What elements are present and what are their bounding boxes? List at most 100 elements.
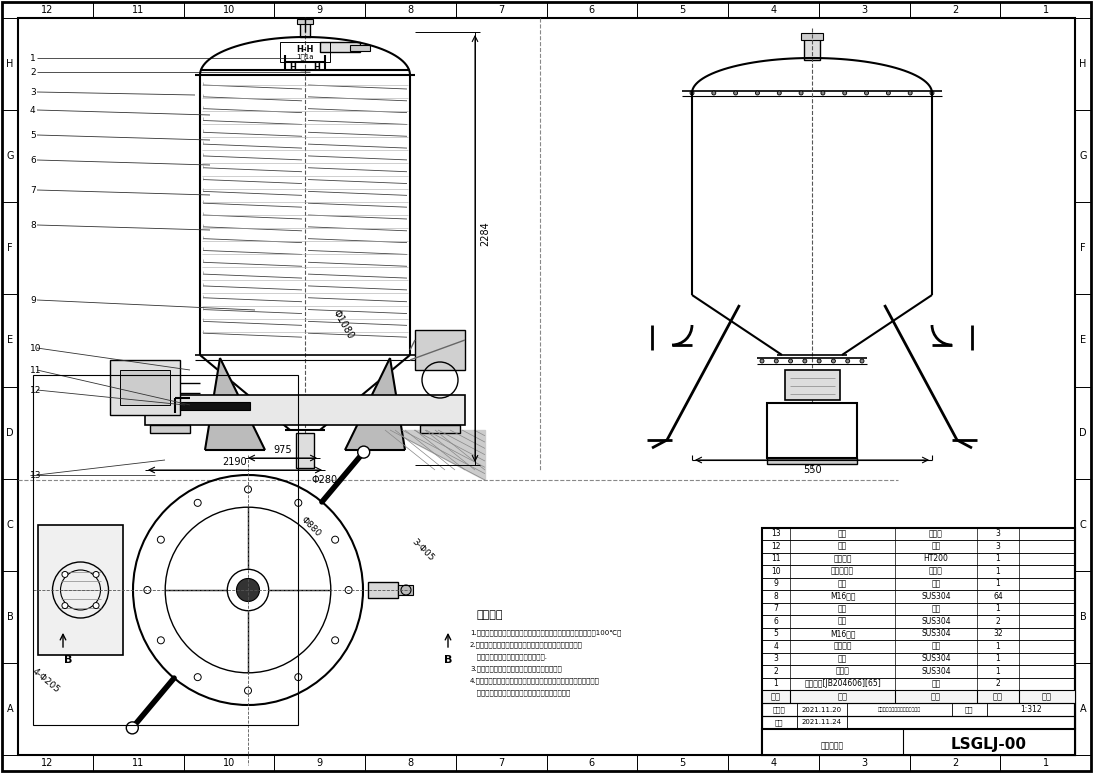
Text: D: D <box>7 427 14 438</box>
Circle shape <box>774 359 778 363</box>
Circle shape <box>886 91 891 95</box>
Text: 1: 1 <box>996 654 1000 663</box>
Bar <box>1076 110 1091 203</box>
Bar <box>762 652 1076 665</box>
Bar <box>398 585 413 595</box>
Bar <box>350 45 371 51</box>
Text: 975: 975 <box>273 445 292 455</box>
Text: 5: 5 <box>774 629 778 638</box>
Text: 旋转机构: 旋转机构 <box>833 642 851 651</box>
Text: 底部: 底部 <box>838 604 847 613</box>
Text: 筒体: 筒体 <box>838 654 847 663</box>
Bar <box>762 577 1076 590</box>
Bar <box>1000 755 1091 771</box>
Text: SUS304: SUS304 <box>921 592 951 601</box>
Text: 64: 64 <box>994 592 1003 601</box>
Text: 1: 1 <box>996 667 1000 676</box>
Text: 12: 12 <box>42 5 54 15</box>
Circle shape <box>799 91 803 95</box>
Text: Φ280: Φ280 <box>312 475 338 485</box>
Text: 7: 7 <box>498 758 504 768</box>
Text: 2: 2 <box>996 679 1000 688</box>
Bar <box>456 755 546 771</box>
Circle shape <box>245 687 251 694</box>
Text: 2: 2 <box>952 758 957 768</box>
Bar <box>762 590 1076 602</box>
Text: 9: 9 <box>317 5 322 15</box>
Bar <box>93 2 184 18</box>
Bar <box>762 628 1076 640</box>
Text: B: B <box>444 655 453 665</box>
Text: 1: 1 <box>1043 5 1048 15</box>
Bar <box>33 375 298 725</box>
Text: 序号: 序号 <box>771 692 781 701</box>
Bar <box>1076 295 1091 386</box>
Text: 8: 8 <box>30 220 36 230</box>
Circle shape <box>331 536 339 543</box>
Text: M16丝杆: M16丝杆 <box>830 629 855 638</box>
Text: 11: 11 <box>132 758 144 768</box>
Bar <box>762 565 1076 577</box>
Text: 支腿: 支腿 <box>838 530 847 538</box>
Text: 材料: 材料 <box>931 692 941 701</box>
Text: 6: 6 <box>774 617 778 626</box>
Bar <box>1076 18 1091 110</box>
Text: 11: 11 <box>132 5 144 15</box>
Text: H: H <box>290 63 296 71</box>
Text: 10: 10 <box>223 758 235 768</box>
Text: 4.旋钮、尾座和螺圈要固定，严禁打击及使用不合适的扳具和钳手。: 4.旋钮、尾座和螺圈要固定，严禁打击及使用不合适的扳具和钳手。 <box>470 677 600 683</box>
Circle shape <box>788 359 792 363</box>
Text: 9: 9 <box>30 295 36 305</box>
Text: 2.装配前要首先清理组零件不准许有毛刺、飞边、氧化皮、: 2.装配前要首先清理组零件不准许有毛刺、飞边、氧化皮、 <box>470 641 583 648</box>
Circle shape <box>144 587 151 594</box>
Text: 备注: 备注 <box>1042 692 1051 701</box>
Bar <box>110 360 180 415</box>
Text: 3: 3 <box>996 542 1000 550</box>
Text: 3: 3 <box>861 758 867 768</box>
Bar <box>762 527 1076 755</box>
Circle shape <box>331 637 339 644</box>
Bar <box>2 570 17 663</box>
Bar <box>420 425 460 433</box>
Text: 1: 1 <box>996 567 1000 576</box>
Text: 1: 1 <box>996 642 1000 651</box>
Text: C: C <box>7 519 13 530</box>
Bar <box>762 729 1076 755</box>
Bar <box>728 2 819 18</box>
Text: 5: 5 <box>30 131 36 139</box>
Text: 1: 1 <box>1043 758 1048 768</box>
Text: Φ1080: Φ1080 <box>331 308 355 340</box>
Bar <box>2 110 17 203</box>
Circle shape <box>157 637 164 644</box>
Bar <box>1076 663 1091 755</box>
Text: 6: 6 <box>589 758 595 768</box>
Text: 7: 7 <box>774 604 778 613</box>
Bar <box>762 677 1076 690</box>
Circle shape <box>195 673 201 681</box>
Bar <box>767 458 857 464</box>
Text: H: H <box>314 63 320 71</box>
Text: 7: 7 <box>498 5 504 15</box>
Text: 名称: 名称 <box>837 692 847 701</box>
Bar <box>804 38 820 60</box>
Text: SUS304: SUS304 <box>921 629 951 638</box>
Bar <box>368 582 398 598</box>
Circle shape <box>832 359 835 363</box>
Text: 2021.11.20: 2021.11.20 <box>802 707 842 713</box>
Text: 马达: 马达 <box>838 579 847 588</box>
Bar <box>762 716 1076 729</box>
Circle shape <box>345 587 352 594</box>
Bar <box>93 755 184 771</box>
Bar <box>762 527 1076 540</box>
Text: 8: 8 <box>408 5 413 15</box>
Text: 4: 4 <box>30 105 36 114</box>
Text: 11: 11 <box>772 554 780 564</box>
Text: 9: 9 <box>774 579 778 588</box>
Text: 驱动电机座: 驱动电机座 <box>831 567 854 576</box>
Text: ラーナ静シ: ラーナ静シ <box>821 741 844 751</box>
Circle shape <box>295 673 302 681</box>
Bar <box>546 755 637 771</box>
Bar <box>2 18 17 110</box>
Text: 3.经过检验合格的零件不允许再次放置地面上。: 3.经过检验合格的零件不允许再次放置地面上。 <box>470 665 562 672</box>
Text: キャラサルッグイハストリスモ釣: キャラサルッグイハストリスモ釣 <box>878 707 920 712</box>
